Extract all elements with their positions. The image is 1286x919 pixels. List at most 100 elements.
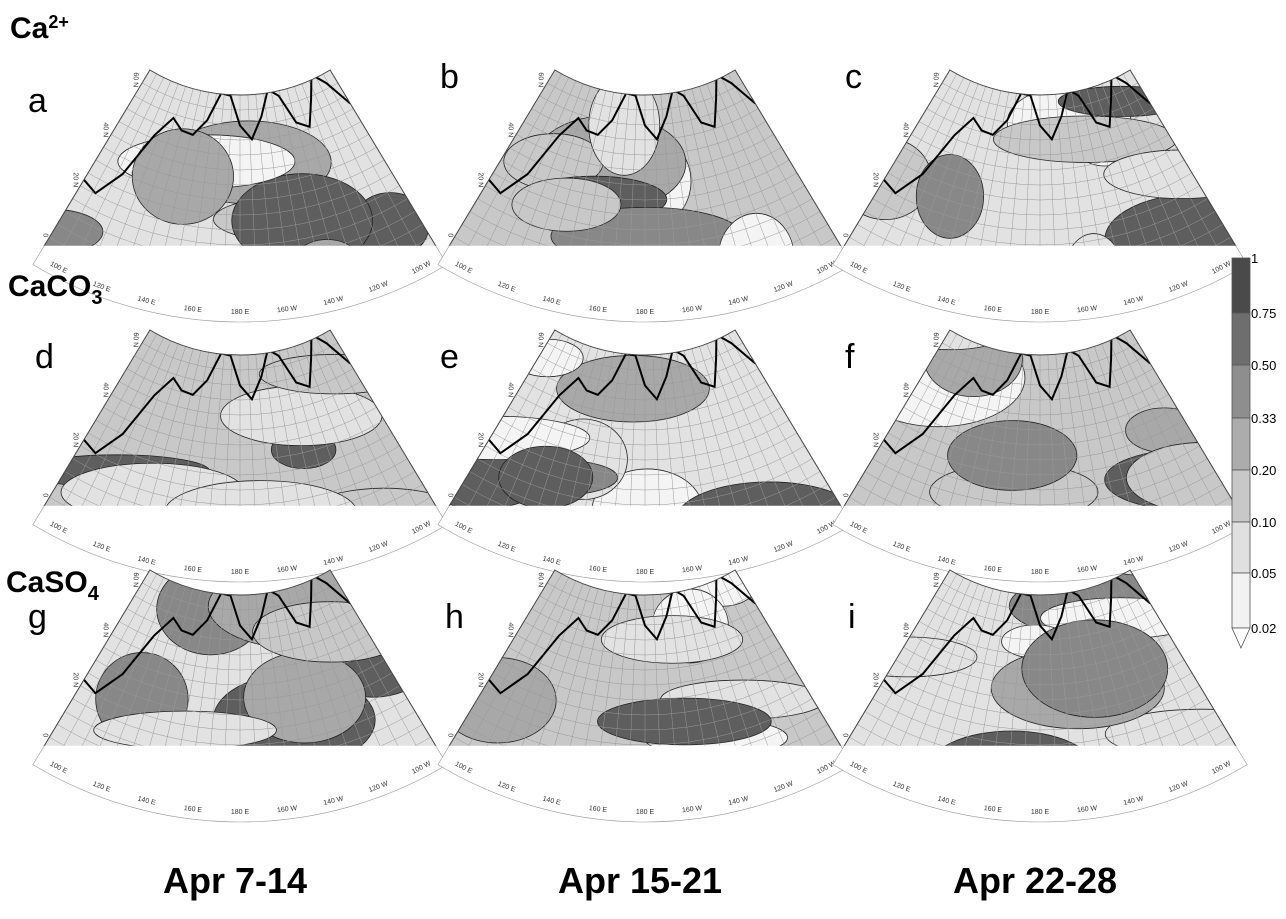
lon-line (1108, 80, 1191, 270)
lat-label: 60 N (132, 332, 139, 347)
panel-letter: i (848, 598, 856, 636)
lat-label: 0 (446, 733, 453, 737)
colorbar-segment (1231, 572, 1251, 629)
colorbar-segment (1231, 312, 1251, 366)
lat-label: 40 N (902, 122, 909, 137)
lon-line (301, 83, 375, 276)
lat-label: 60 N (537, 72, 544, 87)
lon-line (323, 73, 422, 255)
shading-region (220, 385, 383, 447)
lon-line (89, 340, 172, 530)
lon-line (301, 343, 375, 536)
lon-line (74, 577, 164, 763)
lon-line (874, 337, 964, 523)
lon-line (323, 573, 422, 755)
colorbar-label: 0.02 (1251, 621, 1276, 636)
lat-label: 0 (446, 233, 453, 237)
lon-line (308, 80, 391, 270)
lon-label: 180 E (636, 569, 655, 576)
lon-line (479, 337, 569, 523)
lon-line (494, 340, 577, 530)
panel-letter: f (845, 338, 855, 376)
lon-label: 180 E (636, 309, 655, 316)
lon-line (1108, 340, 1191, 530)
lon-line (89, 580, 172, 770)
lon-label: 160 W (1077, 305, 1098, 314)
panel-letter: c (845, 58, 862, 96)
lon-line (889, 340, 972, 530)
lon-line (58, 573, 157, 755)
lon-label: 140 W (728, 295, 750, 307)
lon-label: 140 E (542, 556, 562, 567)
lat-label: 20 N (476, 672, 483, 687)
lon-line (58, 333, 157, 515)
lon-line (713, 340, 796, 530)
row-label-sub: 4 (88, 583, 100, 605)
lat-label: 0 (41, 733, 48, 737)
lon-line (1101, 83, 1175, 276)
lon-label: 160 W (682, 565, 703, 574)
lon-label: 180 E (1031, 809, 1050, 816)
colorbar-label: 0.50 (1251, 358, 1276, 373)
lon-label: 160 W (682, 305, 703, 314)
lon-line (463, 573, 562, 755)
lon-label: 160 E (983, 565, 1002, 574)
row-label: Ca2+ (10, 12, 69, 45)
colorbar-label: 0.75 (1251, 306, 1276, 321)
lon-label: 160 W (277, 305, 298, 314)
lon-line (463, 333, 562, 515)
lat-label: 60 N (932, 72, 939, 87)
lon-label: 180 E (231, 809, 250, 816)
lat-label: 40 N (102, 122, 109, 137)
lon-line (301, 583, 375, 776)
lon-line (479, 77, 569, 263)
lon-line (494, 80, 577, 270)
colorbar: 1 0.75 0.50 0.33 0.20 0.10 0.05 0.02 (1231, 251, 1276, 649)
lon-line (889, 580, 972, 770)
lon-line (74, 77, 164, 263)
lon-line (889, 80, 972, 270)
shading-region (449, 657, 557, 744)
lon-line (510, 343, 584, 536)
lon-line (308, 580, 391, 770)
lon-label: 160 E (588, 305, 607, 314)
lon-line (1123, 333, 1222, 515)
lat-label: 20 N (71, 172, 78, 187)
lon-label: 160 E (183, 805, 202, 814)
lon-line (105, 83, 179, 276)
lon-label: 140 E (137, 556, 157, 567)
shading-region (844, 636, 978, 678)
colorbar-label: 0.33 (1251, 411, 1276, 426)
lat-label: 0 (446, 493, 453, 497)
lon-label: 140 E (937, 796, 957, 807)
label-ring (437, 745, 853, 823)
lon-label: 140 W (1123, 295, 1145, 307)
lon-line (721, 337, 811, 523)
lon-label: 140 W (323, 795, 345, 807)
label-ring (437, 505, 853, 583)
lon-line (463, 73, 562, 255)
lon-line (905, 583, 979, 776)
coastline (488, 572, 756, 695)
lon-label: 160 E (983, 805, 1002, 814)
coastline (83, 332, 351, 455)
lon-label: 140 E (542, 796, 562, 807)
lat-label: 20 N (71, 672, 78, 687)
shading-region (1103, 149, 1236, 199)
colorbar-segment (1231, 257, 1251, 314)
colorbar-segment (1231, 364, 1251, 419)
lon-line (1123, 73, 1222, 255)
lon-line (105, 583, 179, 776)
label-ring (32, 245, 448, 323)
colorbar-label: 0.05 (1251, 566, 1276, 581)
lat-label: 20 N (476, 432, 483, 447)
row-label-sub: 3 (91, 287, 102, 309)
lon-line (728, 73, 827, 255)
lat-label: 60 N (932, 572, 939, 587)
lon-label: 180 E (231, 569, 250, 576)
lat-label: 40 N (102, 622, 109, 637)
lat-label: 0 (41, 233, 48, 237)
lon-label: 160 E (183, 305, 202, 314)
column-label: Apr 22-28 (953, 860, 1117, 901)
